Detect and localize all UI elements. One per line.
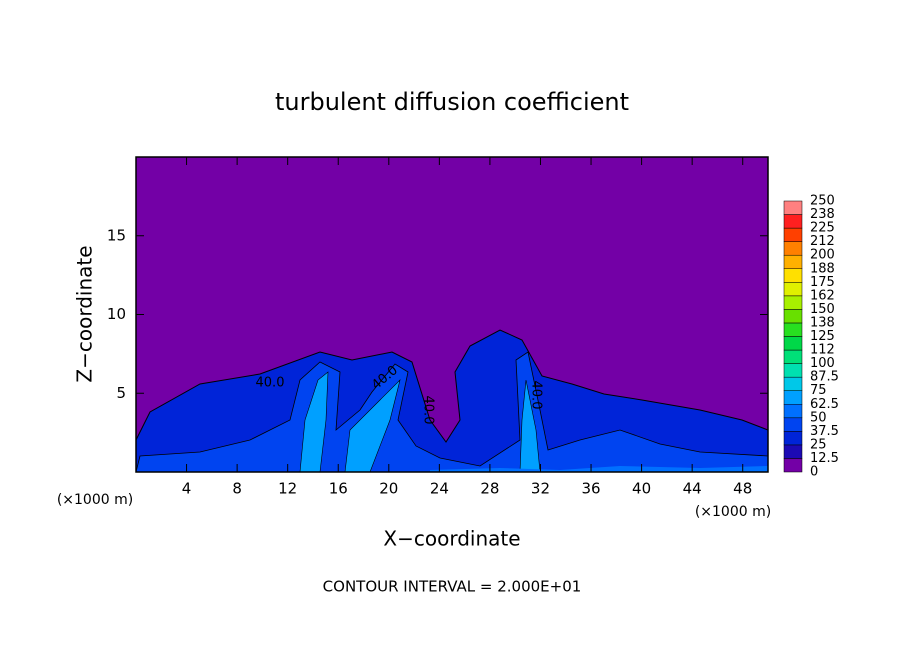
colorbar-label: 238 (810, 207, 835, 222)
x-unit-label: (×1000 m) (695, 504, 771, 520)
colorbar-cell (783, 349, 803, 364)
colorbar-label: 62.5 (810, 397, 839, 412)
colorbar-label: 12.5 (810, 451, 839, 466)
chart-title: turbulent diffusion coefficient (275, 88, 629, 116)
colorbar-label: 100 (810, 356, 835, 371)
contour-label: 40.0 (529, 381, 544, 410)
colorbar-label: 25 (810, 437, 827, 452)
colorbar-cell (783, 444, 803, 459)
x-tick-label: 24 (430, 480, 449, 498)
colorbar-label: 162 (810, 288, 835, 303)
colorbar-label: 150 (810, 302, 835, 317)
colorbar-label: 37.5 (810, 424, 839, 439)
x-unit-label: (×1000 m) (57, 492, 133, 508)
colorbar-label: 250 (810, 194, 835, 209)
colorbar-label: 112 (810, 343, 835, 358)
x-tick-label: 28 (480, 480, 499, 498)
x-tick-label: 16 (329, 480, 348, 498)
x-tick-label: 44 (683, 480, 702, 498)
colorbar-cell (783, 458, 803, 473)
x-tick-label: 20 (379, 480, 398, 498)
field (136, 157, 768, 472)
footer-note: CONTOUR INTERVAL = 2.000E+01 (323, 578, 582, 596)
field-region (430, 466, 768, 472)
colorbar-cell (783, 309, 803, 324)
x-tick-label: 32 (531, 480, 550, 498)
field-region (299, 371, 329, 472)
y-tick-label: 15 (107, 226, 126, 244)
colorbar-cell (783, 322, 803, 337)
colorbar-cell (783, 241, 803, 256)
colorbar-label: 212 (810, 234, 835, 249)
colorbar-cell (783, 390, 803, 405)
y-axis-label: Z−coordinate (73, 245, 97, 382)
x-tick-label: 4 (182, 480, 192, 498)
colorbar-cell (783, 254, 803, 269)
x-axis-label: X−coordinate (383, 527, 520, 551)
colorbar-cell (783, 282, 803, 297)
field-region (519, 379, 541, 472)
colorbar-label: 200 (810, 248, 835, 263)
colorbar-cell (783, 227, 803, 242)
colorbar-label: 87.5 (810, 370, 839, 385)
colorbar-label: 175 (810, 275, 835, 290)
x-tick-label: 8 (232, 480, 242, 498)
x-tick-label: 12 (278, 480, 297, 498)
contour-label: 40.0 (256, 376, 285, 391)
colorbar-cell (783, 431, 803, 446)
colorbar-cell (783, 363, 803, 378)
colorbar-label: 75 (810, 383, 827, 398)
colorbar-label: 125 (810, 329, 835, 344)
colorbar-label: 188 (810, 261, 835, 276)
colorbar-cell (783, 214, 803, 229)
field-region (344, 379, 401, 472)
colorbar-label: 138 (810, 315, 835, 330)
colorbar-cell (783, 200, 803, 215)
colorbar-cell (783, 336, 803, 351)
field-region (136, 351, 768, 472)
colorbar-label: 50 (810, 410, 827, 425)
y-tick-label: 10 (107, 305, 126, 323)
colorbar-cell (783, 268, 803, 283)
colorbar-cell (783, 404, 803, 419)
x-tick-label: 48 (733, 480, 752, 498)
colorbar-cell (783, 417, 803, 432)
x-tick-label: 36 (581, 480, 600, 498)
y-tick-label: 5 (116, 384, 126, 402)
colorbar-cell (783, 295, 803, 310)
x-tick-label: 40 (632, 480, 651, 498)
contour-label: 40.0 (421, 396, 436, 425)
colorbar-cell (783, 376, 803, 391)
colorbar-label: 225 (810, 221, 835, 236)
colorbar-label: 0 (810, 465, 818, 480)
